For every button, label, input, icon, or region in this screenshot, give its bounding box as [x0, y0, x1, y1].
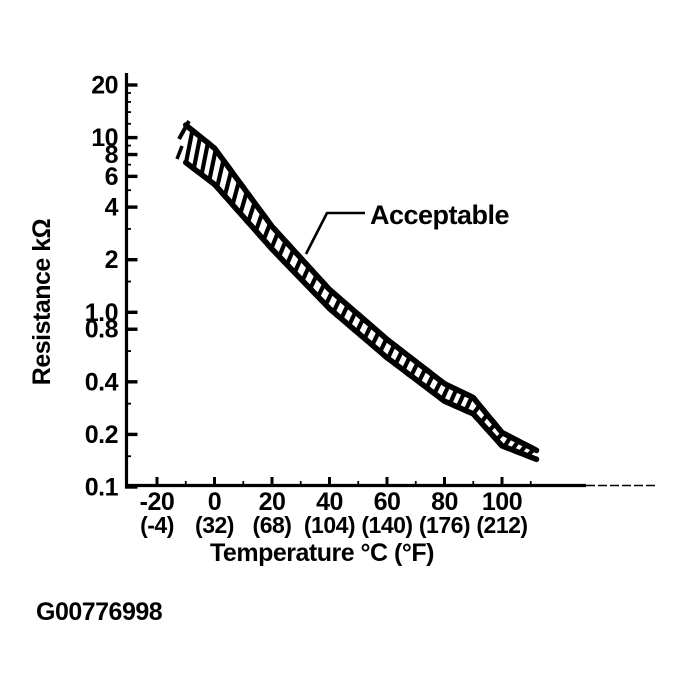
band-hatch-rung — [487, 422, 497, 433]
band-hatch-rung — [284, 248, 296, 266]
band-hatch-rung — [339, 304, 350, 320]
band-hatch-rung — [238, 191, 249, 215]
band-hatch-rung — [246, 201, 257, 223]
x-tick-label-fahrenheit: (68) — [253, 512, 292, 538]
band-hatch-rung — [393, 349, 404, 366]
y-tick-label: 6 — [105, 163, 118, 191]
band-hatch-rung — [331, 297, 342, 313]
y-tick-label: 10 — [91, 124, 118, 152]
band-hatch-rung — [354, 317, 365, 333]
acceptable-band — [183, 122, 540, 463]
x-axis-title: Temperature °C (°F) — [210, 539, 434, 567]
x-axis-ticks: -20(-4) 0(32) 20(68) 40(104) 60(140) 80(176) 1… — [140, 477, 532, 538]
band-hatch-rung — [385, 344, 397, 360]
band-hatch-rung — [401, 355, 412, 372]
band-hatch-rung — [417, 367, 428, 383]
band-hatch-rung — [479, 413, 489, 424]
band-hatch-rung — [471, 404, 482, 416]
band-hatch-rung — [409, 361, 420, 377]
band-hatch-rung — [362, 324, 373, 340]
band-hatch-rung — [199, 142, 210, 175]
band-hatch-rung — [253, 212, 265, 232]
band-hatch-rung — [440, 384, 451, 401]
band-hatch-rung — [502, 435, 513, 448]
x-tick-label-celsius: 80 — [431, 488, 458, 516]
figure-code: G00776998 — [36, 598, 163, 626]
x-tick-label-celsius: 60 — [374, 488, 401, 516]
y-tick-label: 0.1 — [85, 474, 119, 502]
band-start-stubs — [175, 120, 191, 160]
band-hatch-rung — [323, 290, 334, 306]
y-tick-label: 2 — [105, 246, 118, 274]
upper-limit-curve — [183, 122, 540, 454]
x-tick-label-celsius: -20 — [140, 488, 175, 516]
x-tick-label-fahrenheit: (140) — [361, 512, 412, 538]
acceptable-leader-line — [304, 211, 365, 255]
band-hatch-rung — [183, 129, 195, 164]
x-tick-label-celsius: 40 — [316, 488, 343, 516]
band-hatch-rung — [191, 136, 203, 170]
x-tick-label-fahrenheit: (176) — [419, 512, 470, 538]
band-hatch-rung — [370, 331, 381, 347]
band-hatch-rung — [526, 447, 536, 458]
band-hatch-rung — [347, 311, 358, 327]
band-hatch-rung — [494, 431, 505, 442]
band-hatch-rung — [230, 180, 241, 206]
band-hatch-rung — [424, 373, 435, 389]
x-tick-label-celsius: 100 — [482, 488, 522, 516]
y-tick-label: 20 — [91, 72, 118, 100]
x-tick-label-fahrenheit: (104) — [304, 512, 355, 538]
y-tick-label: 4 — [105, 194, 119, 222]
x-tick-label-fahrenheit: (212) — [476, 512, 527, 538]
band-hatch-rung — [510, 439, 521, 452]
y-tick-label: 1.0 — [85, 299, 118, 327]
band-hatch-rung — [269, 232, 280, 250]
x-tick-label-fahrenheit: (32) — [195, 512, 234, 538]
y-axis-title: Resistance kΩ — [28, 218, 56, 385]
band-start-stub — [177, 120, 191, 140]
band-hatch-rung — [261, 222, 272, 241]
x-tick-label-fahrenheit: (-4) — [140, 512, 174, 538]
y-tick-label: 0.2 — [85, 421, 118, 449]
band-hatch-rung — [518, 443, 528, 455]
band-hatch-rung — [277, 240, 288, 258]
x-tick-label-celsius: 20 — [259, 488, 286, 516]
y-tick-label: 0.4 — [85, 368, 119, 396]
band-hatch-rung — [308, 274, 319, 290]
band-hatch-rung — [432, 379, 443, 395]
band-start-stub — [175, 145, 184, 160]
band-hatch-rung — [316, 282, 327, 298]
band-hatch-rung — [300, 265, 311, 282]
band-hatch-rung — [222, 170, 234, 197]
band-hatch-rung — [448, 388, 459, 405]
plot-axes — [124, 73, 658, 488]
band-hatch-rung — [292, 257, 303, 274]
band-hatch-rung — [207, 149, 218, 181]
band-hatch-rung — [455, 392, 467, 408]
band-hatch-rung — [463, 396, 474, 412]
lower-limit-curve — [183, 159, 540, 463]
y-tick-label: 8 — [105, 141, 119, 169]
y-tick-label: 0.8 — [85, 316, 119, 344]
band-hatch-rung — [215, 159, 226, 188]
band-hatch-rung — [378, 337, 389, 353]
acceptable-label: Acceptable — [370, 200, 510, 230]
x-tick-label-celsius: 0 — [208, 488, 221, 516]
